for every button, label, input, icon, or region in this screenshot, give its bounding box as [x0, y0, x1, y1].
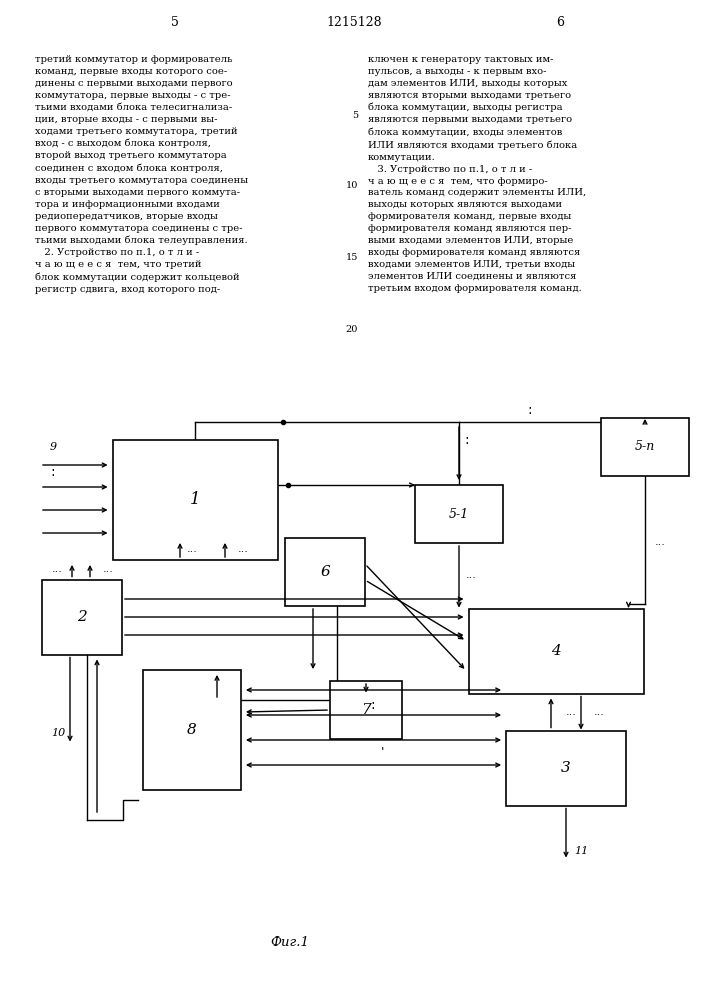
Text: 10: 10 — [346, 180, 358, 190]
Text: ...: ... — [52, 564, 62, 574]
Text: 1215128: 1215128 — [326, 15, 382, 28]
Text: ...: ... — [187, 544, 197, 554]
Bar — [112, 440, 278, 560]
Text: 7: 7 — [361, 703, 371, 717]
Text: ...: ... — [238, 544, 248, 554]
Text: 10: 10 — [51, 728, 65, 738]
Bar — [506, 730, 626, 806]
Text: 9: 9 — [50, 442, 57, 452]
Text: ...: ... — [103, 564, 113, 574]
Bar — [469, 608, 643, 694]
Text: 1: 1 — [189, 491, 200, 508]
Text: ...: ... — [655, 537, 665, 547]
Text: :: : — [51, 465, 55, 479]
Bar — [285, 538, 365, 606]
Text: 8: 8 — [187, 723, 197, 737]
Text: :: : — [527, 403, 532, 417]
Text: 5: 5 — [352, 110, 358, 119]
Text: 11: 11 — [574, 846, 588, 856]
Text: ': ' — [381, 746, 385, 760]
Text: 6: 6 — [320, 565, 330, 579]
Text: :: : — [464, 433, 469, 447]
Text: третий коммутатор и формирователь
команд, первые входы которого сое-
динены с пе: третий коммутатор и формирователь команд… — [35, 55, 248, 294]
Text: ...: ... — [594, 707, 604, 717]
Text: ...: ... — [566, 707, 576, 717]
Text: ...: ... — [466, 570, 477, 580]
Bar — [415, 485, 503, 543]
Text: 4: 4 — [551, 644, 561, 658]
Bar — [330, 681, 402, 739]
Bar — [42, 580, 122, 654]
Text: 15: 15 — [346, 253, 358, 262]
Text: 3: 3 — [561, 761, 571, 775]
Text: Фиг.1: Фиг.1 — [271, 936, 310, 948]
Text: 2: 2 — [77, 610, 87, 624]
Bar — [143, 670, 241, 790]
Text: ключен к генератору тактовых им-
пульсов, а выходы - к первым вхо-
дам элементов: ключен к генератору тактовых им- пульсов… — [368, 55, 586, 293]
Bar — [601, 418, 689, 476]
Text: 20: 20 — [346, 326, 358, 334]
Text: :: : — [370, 698, 375, 712]
Text: 5: 5 — [171, 15, 179, 28]
Text: 5-1: 5-1 — [449, 508, 469, 520]
Text: 6: 6 — [556, 15, 564, 28]
Text: 5-п: 5-п — [635, 440, 655, 454]
